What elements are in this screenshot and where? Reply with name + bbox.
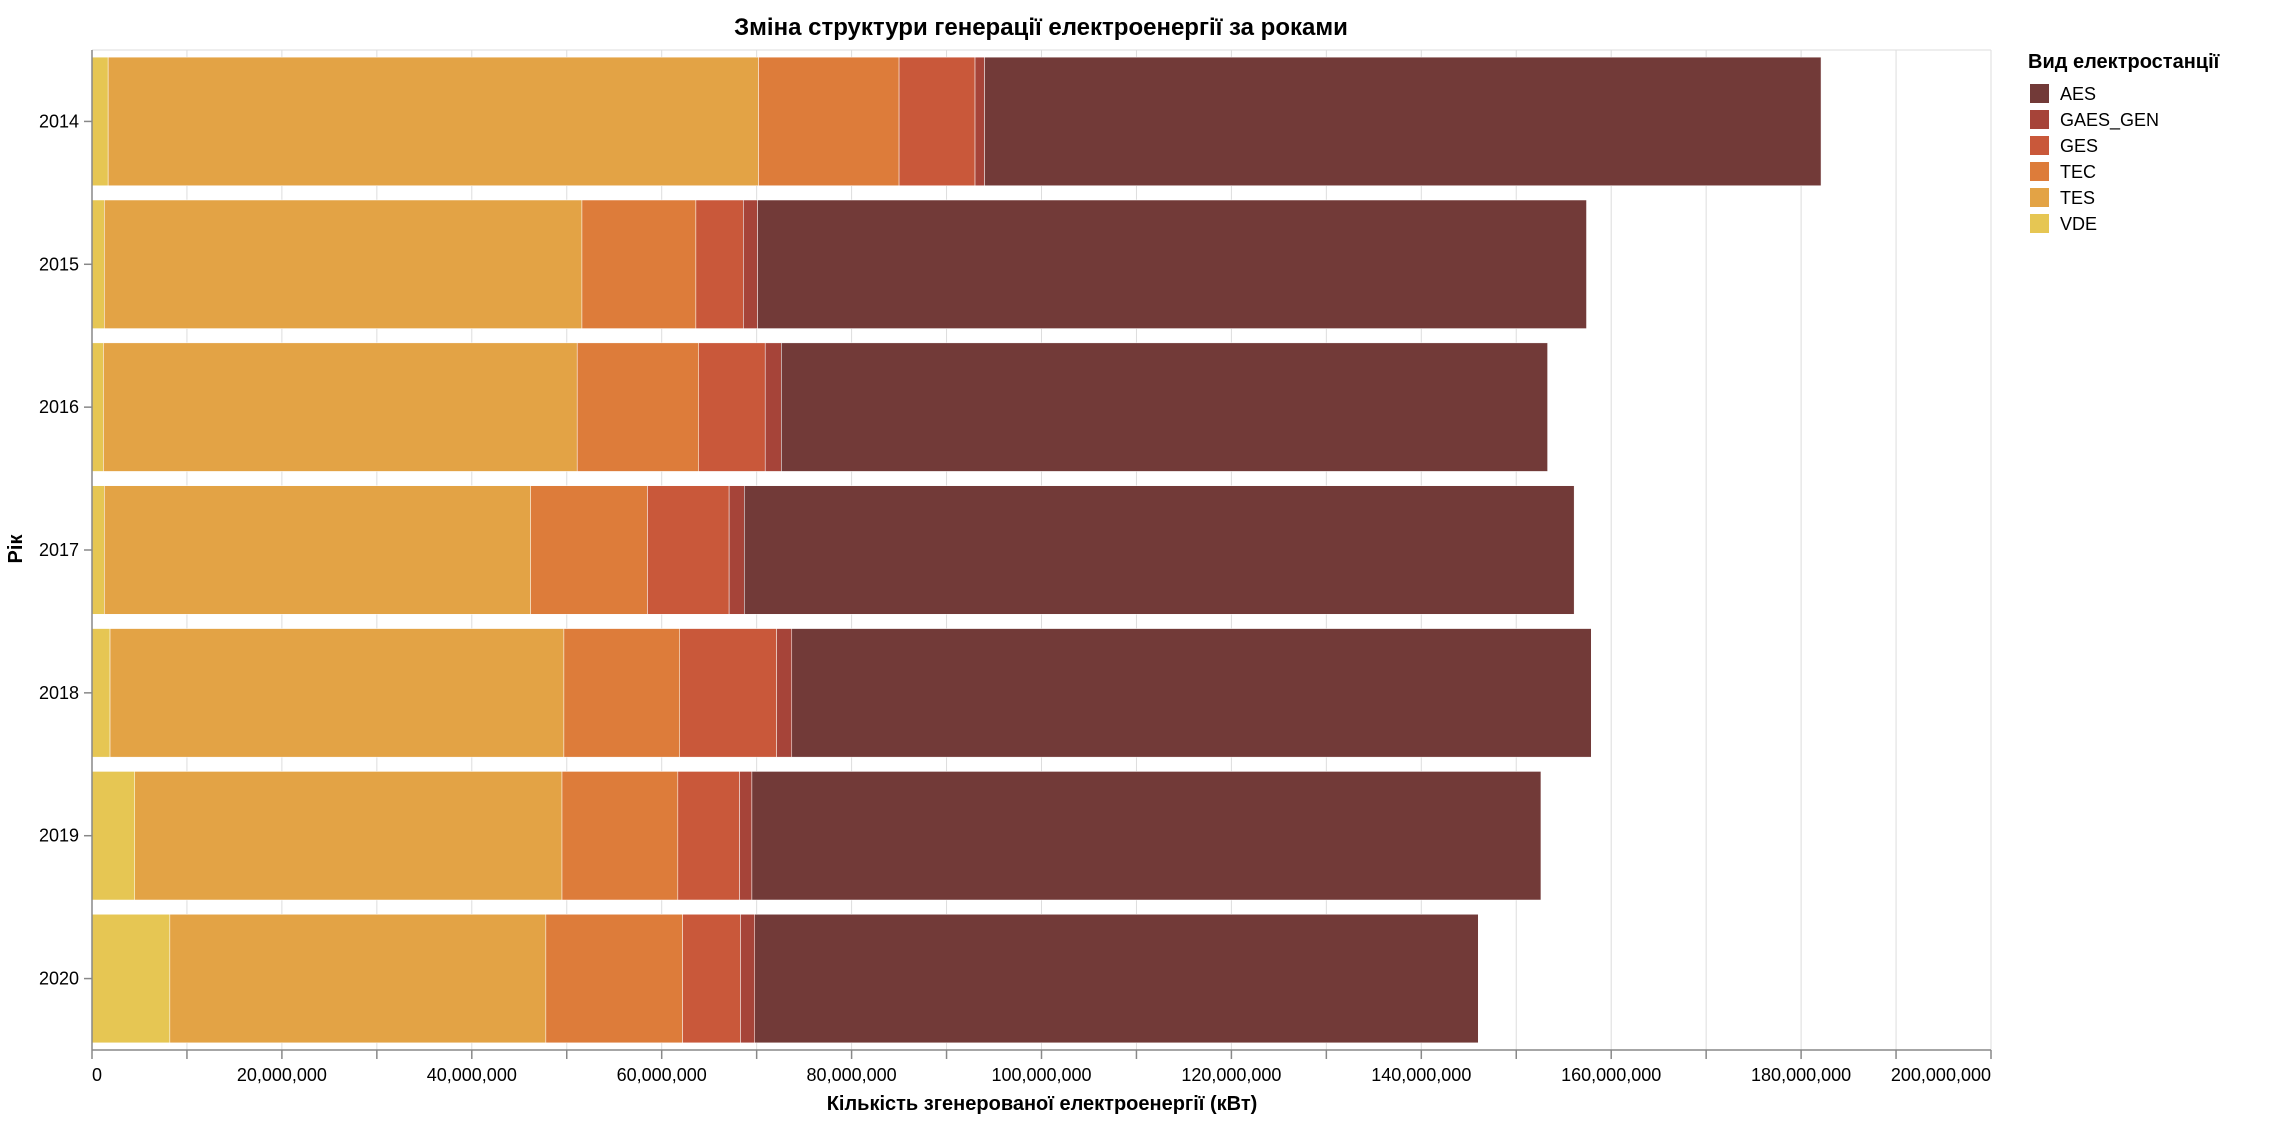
legend-label: TEC [2060, 162, 2096, 182]
bar-gaes-gen-2017 [728, 485, 745, 615]
legend-label: TES [2060, 188, 2095, 208]
y-tick-label: 2018 [39, 683, 79, 703]
legend: Вид електростанції AES GAES_GEN GES TEC TES V… [2028, 51, 2220, 234]
bar-ges-2019 [677, 771, 740, 901]
bar-aes-2017 [744, 485, 1575, 615]
legend-swatch [2030, 188, 2049, 207]
bar-tec-2018 [563, 628, 680, 758]
bar-gaes-gen-2014 [974, 56, 985, 186]
bar-tec-2017 [530, 485, 648, 615]
bar-tes-2020 [169, 914, 547, 1044]
y-tick-label: 2016 [39, 397, 79, 417]
x-tick-label: 80,000,000 [807, 1065, 897, 1085]
bars [91, 56, 1822, 1044]
y-axis-title: Рік [5, 534, 27, 564]
legend-swatch [2030, 136, 2049, 155]
bar-ges-2014 [898, 56, 976, 186]
bar-vde-2016 [91, 342, 104, 472]
x-tick-label: 40,000,000 [427, 1065, 517, 1085]
chart-title: Зміна структури генерації електроенергії… [734, 14, 1348, 41]
x-tick-label: 140,000,000 [1371, 1065, 1471, 1085]
x-tick-label: 180,000,000 [1751, 1065, 1851, 1085]
bar-vde-2018 [91, 628, 111, 758]
bar-tes-2018 [109, 628, 565, 758]
bar-gaes-gen-2019 [739, 771, 753, 901]
legend-swatch [2030, 214, 2049, 233]
bar-vde-2014 [91, 56, 109, 186]
bar-vde-2015 [91, 199, 105, 329]
x-tick-label: 100,000,000 [991, 1065, 1091, 1085]
bar-tes-2016 [103, 342, 578, 472]
x-tick-label: 200,000,000 [1891, 1065, 1991, 1085]
bar-tes-2017 [104, 485, 531, 615]
bar-aes-2019 [751, 771, 1542, 901]
x-axis-title: Кількість згенерованої електроенергії (к… [827, 1093, 1258, 1115]
x-tick-label: 60,000,000 [617, 1065, 707, 1085]
bar-tec-2014 [758, 56, 900, 186]
x-tick-label: 120,000,000 [1181, 1065, 1281, 1085]
bar-ges-2018 [679, 628, 777, 758]
y-axis: 2014 2015 2016 2017 2018 2019 2020 [39, 50, 93, 1050]
bar-gaes-gen-2020 [740, 914, 756, 1044]
bar-ges-2015 [695, 199, 744, 329]
legend-swatch [2030, 110, 2049, 129]
bar-aes-2020 [754, 914, 1479, 1044]
bar-aes-2018 [791, 628, 1592, 758]
y-tick-label: 2017 [39, 540, 79, 560]
legend-swatch [2030, 84, 2049, 103]
y-tick-label: 2019 [39, 826, 79, 846]
bar-vde-2020 [91, 914, 171, 1044]
y-tick-label: 2014 [39, 111, 79, 131]
bar-aes-2014 [984, 56, 1822, 186]
x-axis: 0 20,000,000 40,000,000 60,000,000 80,000,00… [91, 1049, 1992, 1085]
legend-title: Вид електростанції [2028, 51, 2220, 73]
x-tick-label: 20,000,000 [237, 1065, 327, 1085]
bar-tes-2014 [107, 56, 759, 186]
bar-ges-2016 [698, 342, 766, 472]
bar-gaes-gen-2016 [764, 342, 782, 472]
legend-label: VDE [2060, 214, 2097, 234]
bar-aes-2015 [757, 199, 1587, 329]
y-tick-label: 2020 [39, 969, 79, 989]
legend-label: GAES_GEN [2060, 110, 2159, 131]
legend-label: GES [2060, 136, 2098, 156]
legend-swatch [2030, 162, 2049, 181]
bar-gaes-gen-2015 [743, 199, 758, 329]
y-tick-label: 2015 [39, 254, 79, 274]
bar-ges-2020 [682, 914, 741, 1044]
bar-aes-2016 [781, 342, 1548, 472]
bar-gaes-gen-2018 [776, 628, 793, 758]
bar-vde-2017 [91, 485, 105, 615]
legend-label: AES [2060, 84, 2096, 104]
x-tick-label: 160,000,000 [1561, 1065, 1661, 1085]
bar-vde-2019 [91, 771, 135, 901]
bar-ges-2017 [647, 485, 730, 615]
bar-tec-2020 [545, 914, 683, 1044]
bar-tec-2019 [561, 771, 679, 901]
bar-tes-2015 [104, 199, 583, 329]
bar-tec-2016 [576, 342, 699, 472]
bar-tec-2015 [581, 199, 697, 329]
x-tick-label: 0 [92, 1065, 102, 1085]
bar-tes-2019 [134, 771, 563, 901]
